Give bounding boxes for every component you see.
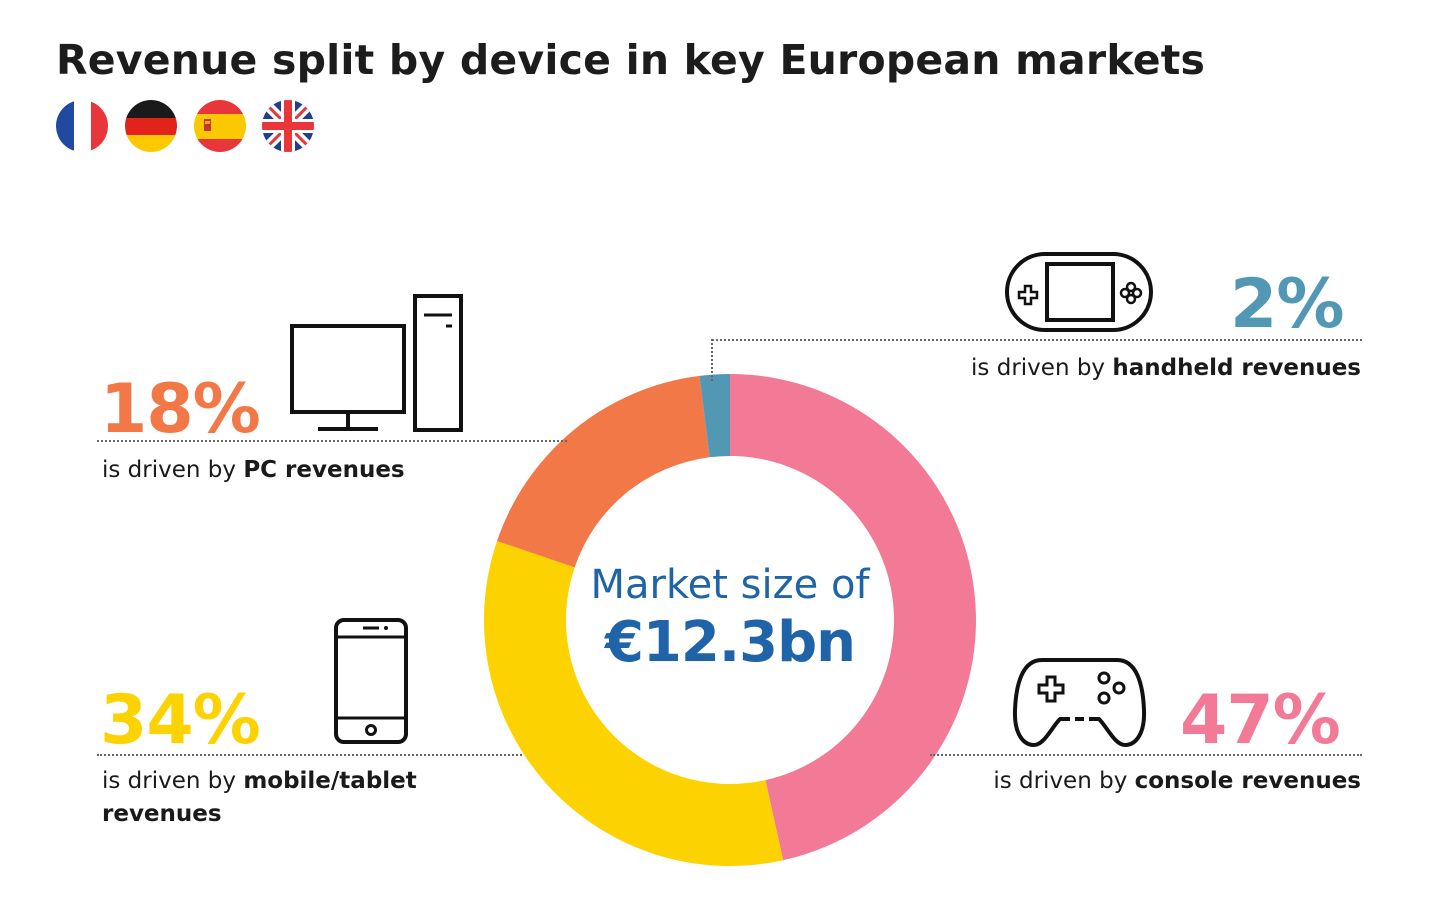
pc-leader-line (97, 440, 567, 442)
slice-handheld (699, 374, 730, 458)
slice-mobile-tablet (484, 541, 784, 866)
mobile-percentage: 34% (100, 681, 261, 760)
handheld-description: is driven by handheld revenues (971, 355, 1361, 381)
flags-row (56, 100, 314, 152)
handheld-console-icon (1005, 252, 1153, 332)
desktop-computer-icon (290, 294, 463, 432)
market-size-label: Market size of (590, 562, 870, 608)
mobile-leader-line (97, 754, 522, 756)
germany-flag-icon (125, 100, 177, 152)
chart-title: Revenue split by device in key European … (56, 36, 1206, 84)
handheld-percentage: 2% (1230, 265, 1344, 344)
pc-percentage: 18% (100, 370, 261, 449)
mobile-description: is driven by mobile/tablet revenues (102, 768, 417, 827)
handheld-leader-drop (711, 339, 713, 381)
spain-flag-icon (194, 100, 246, 152)
france-flag-icon (56, 100, 108, 152)
slice-pc (497, 375, 710, 568)
console-description: is driven by console revenues (993, 768, 1361, 794)
console-leader-line (930, 754, 1362, 756)
handheld-leader-line (712, 339, 1362, 341)
market-size-value: €12.3bn (604, 610, 856, 675)
slice-console (730, 374, 976, 861)
gamepad-icon (1012, 658, 1147, 747)
pc-description: is driven by PC revenues (102, 457, 405, 483)
console-percentage: 47% (1180, 681, 1341, 760)
smartphone-icon (334, 618, 408, 744)
uk-flag-icon (262, 100, 314, 152)
